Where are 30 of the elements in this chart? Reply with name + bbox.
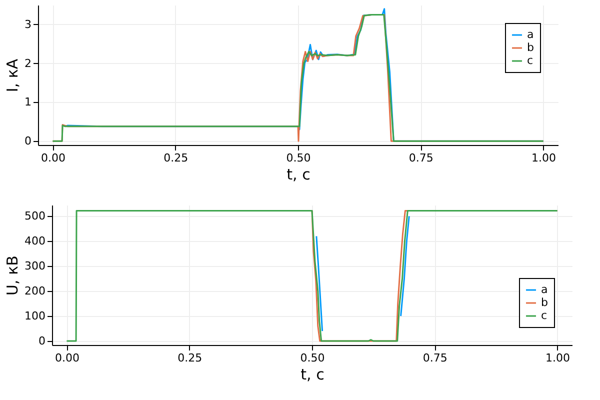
y-tick-label: 400 [24, 234, 46, 248]
x-tick-label: 0.25 [178, 352, 202, 364]
x-tick-label: 0.75 [422, 352, 448, 364]
y-tick-label: 500 [24, 210, 46, 223]
y-tick-label: 0 [24, 134, 32, 148]
y-tick-label: 0 [38, 334, 46, 348]
x-tick-label: 0.75 [408, 152, 434, 164]
y-tick-label: 1 [24, 96, 32, 109]
y-tick-label: 300 [24, 260, 46, 273]
y-axis-title: U, кВ [4, 256, 22, 296]
x-tick-label: 0.50 [286, 152, 311, 164]
legend-label: b [541, 296, 548, 309]
legend-label: c [541, 309, 548, 322]
x-axis-title: t, с [286, 166, 310, 184]
legend-label: c [527, 54, 534, 67]
x-tick-label: 1.00 [532, 152, 556, 164]
x-axis-title: t, с [300, 366, 324, 384]
x-tick-label: 0.00 [40, 152, 66, 164]
y-tick-label: 100 [24, 310, 46, 323]
legend-label: b [527, 41, 534, 54]
x-tick-label: 0.50 [300, 352, 325, 364]
y-tick-label: 200 [24, 284, 46, 298]
y-axis-title: I, кА [4, 58, 22, 92]
y-tick-label: 3 [24, 18, 32, 31]
x-tick-label: 0.25 [164, 152, 188, 164]
y-tick-label: 2 [24, 56, 32, 70]
legend-label: a [541, 283, 548, 296]
x-tick-label: 1.00 [546, 352, 570, 364]
x-tick-label: 0.00 [54, 352, 80, 364]
legend-label: a [527, 28, 534, 41]
